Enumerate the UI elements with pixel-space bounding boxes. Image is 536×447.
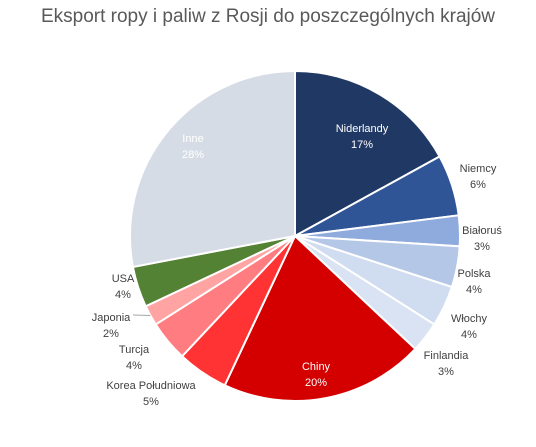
slice-pct-niderlandy: 17% — [351, 139, 373, 151]
pie-slices — [128, 69, 461, 403]
slice-label-wlochy: Włochy — [451, 313, 488, 325]
slice-pct-chiny: 20% — [305, 377, 327, 389]
slice-pct-japonia: 2% — [103, 328, 119, 340]
slice-pct-inne: 28% — [182, 149, 204, 161]
slice-pct-finlandia: 3% — [438, 366, 454, 378]
slice-label-chiny: Chiny — [302, 361, 331, 373]
slice-pct-korea-poludniowa: 5% — [143, 396, 159, 408]
slice-label-japonia: Japonia — [92, 312, 131, 324]
slice-chiny — [223, 234, 417, 403]
slice-pct-usa: 4% — [115, 289, 131, 301]
slice-pct-bialorus: 3% — [474, 241, 490, 253]
slice-niderlandy — [294, 69, 441, 238]
slice-label-bialorus: Białoruś — [462, 225, 502, 237]
slice-inne — [128, 69, 296, 269]
chart-title: Eksport ropy i paliw z Rosji do poszczeg… — [40, 6, 496, 27]
slice-label-turcja: Turcja — [119, 344, 150, 356]
slice-label-niderlandy: Niderlandy — [336, 123, 389, 135]
slice-labels: Niderlandy 17% Niemcy 6% Białoruś 3% Polska 4% W… — [92, 123, 503, 408]
slice-label-usa: USA — [112, 273, 135, 285]
slice-pct-niemcy: 6% — [470, 179, 486, 191]
slice-label-korea-poludniowa: Korea Południowa — [106, 380, 196, 392]
slice-pct-turcja: 4% — [126, 360, 142, 372]
slice-label-inne: Inne — [182, 133, 203, 145]
slice-label-niemcy: Niemcy — [460, 163, 497, 175]
slice-pct-wlochy: 4% — [461, 329, 477, 341]
slice-label-polska: Polska — [457, 268, 491, 280]
slice-pct-polska: 4% — [466, 284, 482, 296]
slice-label-finlandia: Finlandia — [424, 350, 470, 362]
